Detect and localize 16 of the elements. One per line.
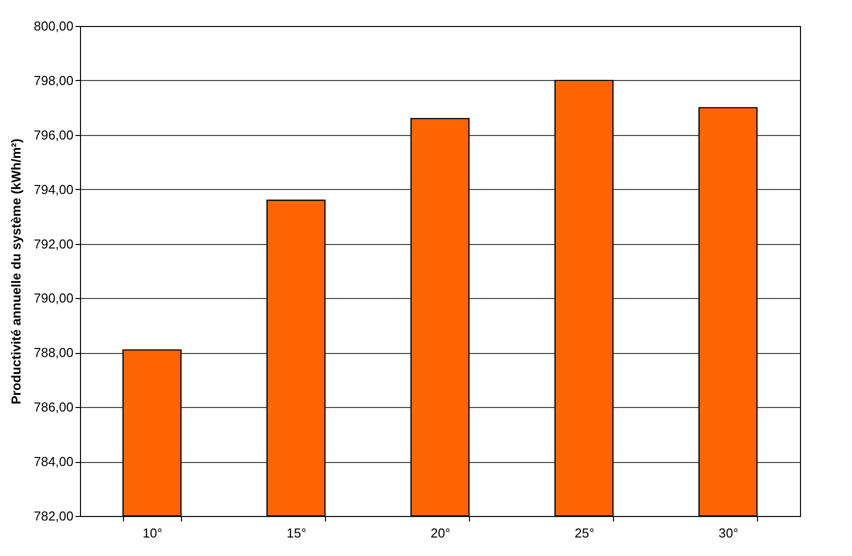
y-tick-label: 798,00	[34, 72, 74, 88]
x-tick-label: 15°	[286, 526, 306, 540]
y-tick-label: 788,00	[34, 345, 74, 360]
x-tick-label: 10°	[142, 526, 162, 540]
x-tick-label: 30°	[718, 526, 738, 540]
x-tick-label: 20°	[430, 526, 450, 540]
y-tick-label: 792,00	[34, 236, 74, 252]
x-tick-label: 25°	[574, 526, 594, 540]
y-tick-label: 794,00	[34, 182, 74, 197]
y-tick-label: 786,00	[34, 400, 74, 415]
y-axis-title: Productivité annuelle du système (kWh/m²)	[8, 138, 24, 404]
y-tick-label: 782,00	[34, 508, 74, 524]
y-tick-label: 800,00	[34, 18, 74, 34]
y-tick-label: 796,00	[34, 127, 74, 142]
y-tick-label: 790,00	[34, 290, 74, 306]
y-tick-label: 784,00	[34, 454, 74, 470]
